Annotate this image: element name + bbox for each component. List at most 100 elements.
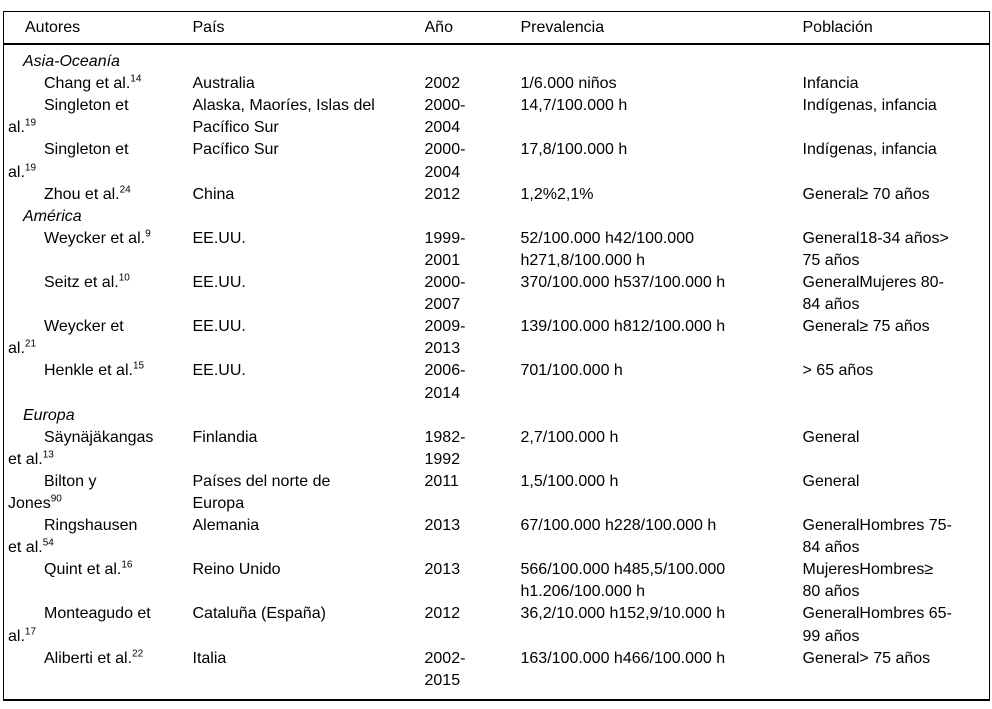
table-body: Asia-Oceanía Chang et al.14 Australia 2002 1… xyxy=(4,44,990,700)
cell-ano: 1999- 2001 xyxy=(424,229,466,269)
cell-poblacion: Infancia xyxy=(802,75,859,93)
table-row: Weycker et al.21 EE.UU. 2009- 2013 139/100.00… xyxy=(4,316,990,360)
reference-number: 54 xyxy=(42,537,54,549)
cell-autores: Monteagudo et al.17 xyxy=(4,603,193,647)
cell-pais: Cataluña (España) xyxy=(192,605,326,623)
reference-number: 19 xyxy=(24,118,37,130)
cell-ano: 2011 xyxy=(424,472,459,490)
cell-prevalencia: 17,8/100.000 h xyxy=(520,141,628,159)
cell-poblacion: GeneralHombres 75- 84 años xyxy=(802,517,952,557)
cell-pais: Pacífico Sur xyxy=(192,141,279,159)
cell-prevalencia: 566/100.000 h485,5/100.000 h1.206/100.000… xyxy=(520,561,726,601)
section-title: Asia-Oceanía xyxy=(23,53,120,71)
cell-autores: Weycker et al.9 xyxy=(4,228,193,272)
section-title: Europa xyxy=(23,406,75,424)
cell-poblacion: GeneralMujeres 80- 84 años xyxy=(802,274,944,314)
author-name: Ringshausen et al.54 xyxy=(8,517,138,557)
cell-pais: Países del norte de Europa xyxy=(192,472,331,512)
cell-pais: EE.UU. xyxy=(192,318,246,336)
column-header-poblacion: Población xyxy=(802,11,990,46)
reference-number: 14 xyxy=(130,73,142,85)
cell-poblacion: GeneralHombres 65- 99 años xyxy=(802,605,952,645)
cell-poblacion: General≥ 75 años xyxy=(802,318,930,336)
cell-ano: 2000- 2004 xyxy=(424,141,466,181)
cell-pais: Reino Unido xyxy=(192,561,281,579)
cell-prevalencia: 701/100.000 h xyxy=(520,362,623,380)
cell-autores: Bilton y Jones90 xyxy=(4,471,193,515)
table-row: Quint et al.16 Reino Unido 2013 566/100.000… xyxy=(4,559,990,603)
table-row: Bilton y Jones90 Países del norte de Europa… xyxy=(4,471,990,515)
cell-ano: 2000- 2007 xyxy=(424,274,466,314)
header-row: Autores País Año Prevalencia Población xyxy=(3,11,990,46)
author-name: Weycker et al.9 xyxy=(44,228,151,247)
cell-prevalencia: 1,5/100.000 h xyxy=(520,472,619,490)
cell-ano: 2006- 2014 xyxy=(424,362,466,402)
reference-number: 22 xyxy=(132,648,144,660)
cell-pais: Alemania xyxy=(192,517,260,535)
reference-number: 90 xyxy=(50,493,62,505)
cell-prevalencia: 1,2%2,1% xyxy=(520,185,594,203)
table-row: Singleton et al.19 Pacífico Sur 2000- 2004 17… xyxy=(4,139,990,183)
author-name: Säynäjäkangas et al.13 xyxy=(8,428,154,468)
cell-prevalencia: 14,7/100.000 h xyxy=(520,97,628,115)
cell-pais: China xyxy=(192,185,235,203)
author-name: Singleton et al.19 xyxy=(8,97,129,137)
cell-poblacion: Indígenas, infancia xyxy=(802,141,937,159)
cell-autores: Säynäjäkangas et al.13 xyxy=(4,427,193,471)
author-name: Bilton y Jones90 xyxy=(8,472,97,512)
table-row: Henkle et al.15 EE.UU. 2006- 2014 701/100.00… xyxy=(4,360,990,404)
table-row: Singleton et al.19 Alaska, Maoríes, Islas … xyxy=(4,95,990,139)
cell-prevalencia: 1/6.000 niños xyxy=(520,75,617,93)
cell-prevalencia: 67/100.000 h228/100.000 h xyxy=(520,517,717,535)
cell-autores: Chang et al.14 xyxy=(4,73,193,95)
author-name: Aliberti et al.22 xyxy=(44,648,144,667)
author-name: Seitz et al.10 xyxy=(44,272,130,292)
prevalence-table: Autores País Año Prevalencia Población A… xyxy=(3,11,990,701)
author-name: Monteagudo et al.17 xyxy=(8,605,151,645)
cell-poblacion: General xyxy=(802,428,860,446)
cell-poblacion: General> 75 años xyxy=(802,649,931,667)
column-header-autores: Autores xyxy=(3,11,193,46)
cell-pais: Australia xyxy=(192,75,255,93)
reference-number: 10 xyxy=(118,272,130,284)
table-row: Aliberti et al.22 Italia 2002- 2015 163/100.… xyxy=(4,648,990,700)
cell-poblacion: MujeresHombres≥ 80 años xyxy=(802,561,934,601)
section-title: América xyxy=(23,207,82,225)
reference-number: 24 xyxy=(119,184,131,196)
cell-autores: Seitz et al.10 xyxy=(4,272,193,316)
author-name: Zhou et al.24 xyxy=(44,184,131,203)
cell-prevalencia: 370/100.000 h537/100.000 h xyxy=(520,274,726,292)
reference-number: 9 xyxy=(145,228,151,240)
cell-ano: 2012 xyxy=(424,185,461,203)
cell-poblacion: General xyxy=(802,472,860,490)
column-header-ano: Año xyxy=(424,11,521,46)
section-row: Asia-Oceanía xyxy=(4,44,990,73)
section-row: América xyxy=(4,206,990,228)
reference-number: 16 xyxy=(121,559,133,571)
section-row: Europa xyxy=(4,405,990,427)
cell-autores: Ringshausen et al.54 xyxy=(4,515,193,559)
table-row: Seitz et al.10 EE.UU. 2000- 2007 370/100.000… xyxy=(4,272,990,316)
author-name: Weycker et al.21 xyxy=(8,318,124,358)
table-row: Monteagudo et al.17 Cataluña (España) 2012 3… xyxy=(4,603,990,647)
table-row: Weycker et al.9 EE.UU. 1999- 2001 52/100.000… xyxy=(4,228,990,272)
table-row: Ringshausen et al.54 Alemania 2013 67/100.00… xyxy=(4,515,990,559)
cell-prevalencia: 52/100.000 h42/100.000 h271,8/100.000 h xyxy=(520,229,695,269)
cell-pais: EE.UU. xyxy=(192,229,246,247)
cell-pais: Italia xyxy=(192,649,227,667)
cell-prevalencia: 139/100.000 h812/100.000 h xyxy=(520,318,726,336)
cell-pais: EE.UU. xyxy=(192,274,246,292)
cell-poblacion: General≥ 70 años xyxy=(802,185,930,203)
cell-pais: Finlandia xyxy=(192,428,258,446)
author-name: Quint et al.16 xyxy=(44,559,133,579)
cell-prevalencia: 36,2/10.000 h152,9/10.000 h xyxy=(520,605,726,623)
author-name: Chang et al.14 xyxy=(44,73,142,93)
cell-autores: Singleton et al.19 xyxy=(4,95,193,139)
cell-autores: Zhou et al.24 xyxy=(4,184,193,206)
cell-ano: 2013 xyxy=(424,561,461,579)
cell-ano: 1982- 1992 xyxy=(424,428,466,468)
cell-poblacion: General18-34 años> 75 años xyxy=(802,229,949,269)
column-header-pais: País xyxy=(192,11,425,46)
author-name: Henkle et al.15 xyxy=(44,361,145,380)
